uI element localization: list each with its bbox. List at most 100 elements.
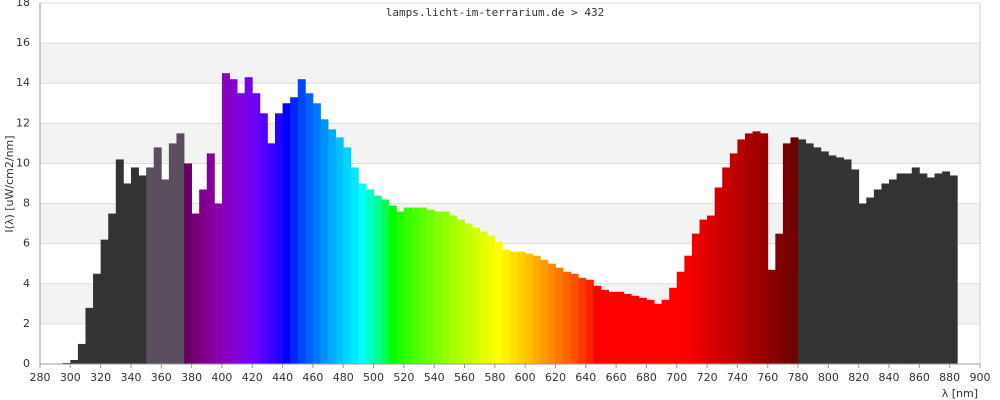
bar	[767, 269, 776, 364]
x-tick-label: 360	[151, 371, 172, 384]
y-tick-label: 2	[23, 317, 30, 330]
bar	[312, 103, 321, 365]
x-tick-label: 660	[606, 371, 627, 384]
bar	[790, 137, 799, 364]
bar	[919, 173, 928, 364]
bar	[85, 307, 94, 364]
y-tick-label: 10	[16, 156, 30, 169]
bar	[805, 143, 814, 364]
bar	[381, 199, 390, 364]
bar	[373, 195, 382, 364]
bar	[123, 183, 132, 364]
y-axis-label: I(λ) [uW/cm2/nm]	[3, 135, 16, 232]
bar	[108, 213, 117, 364]
x-tick-label: 480	[333, 371, 354, 384]
bar	[638, 297, 647, 364]
bar	[282, 103, 291, 365]
bar	[237, 93, 246, 364]
bar	[115, 159, 124, 364]
bar	[320, 119, 329, 364]
bar	[881, 183, 890, 364]
chart-title: lamps.licht-im-terrarium.de > 432	[386, 6, 605, 19]
bar	[510, 251, 518, 364]
x-tick-label: 700	[666, 371, 687, 384]
bar	[858, 203, 867, 364]
bar	[411, 207, 420, 364]
bar	[199, 189, 208, 364]
bar	[820, 151, 829, 364]
bar	[146, 167, 155, 364]
bar	[570, 273, 579, 364]
bar	[350, 167, 359, 364]
bar	[153, 147, 162, 364]
y-tick-label: 12	[16, 116, 30, 129]
bar	[904, 173, 913, 364]
bar	[555, 267, 564, 364]
bar	[540, 259, 549, 364]
x-tick-label: 740	[727, 371, 748, 384]
bar	[335, 137, 344, 364]
bar	[456, 219, 465, 364]
x-tick-label: 440	[272, 371, 293, 384]
bar	[449, 215, 458, 364]
y-tick-label: 14	[16, 76, 30, 89]
bar	[365, 189, 374, 364]
bar	[100, 239, 109, 364]
bar	[472, 227, 481, 364]
bar	[130, 167, 139, 364]
bar	[305, 93, 314, 364]
bar	[600, 289, 609, 364]
bar	[911, 167, 920, 364]
bar	[184, 163, 193, 364]
y-tick-label: 6	[23, 237, 30, 250]
grid-band	[40, 43, 980, 84]
bar	[623, 293, 632, 364]
bar	[934, 173, 943, 364]
bar	[388, 205, 397, 364]
bar	[343, 147, 352, 364]
bar	[62, 362, 71, 364]
bar	[775, 233, 784, 364]
bar	[813, 147, 822, 364]
bar	[608, 291, 617, 364]
x-tick-label: 840	[879, 371, 900, 384]
x-tick-label: 460	[302, 371, 323, 384]
bar	[896, 173, 905, 364]
bar	[70, 359, 79, 364]
x-tick-label: 860	[909, 371, 930, 384]
bar	[699, 219, 708, 364]
bar	[835, 157, 844, 364]
bar	[191, 213, 200, 364]
x-tick-label: 300	[60, 371, 81, 384]
bar	[426, 209, 435, 364]
bar	[593, 285, 602, 364]
bar	[843, 159, 852, 364]
x-tick-label: 640	[575, 371, 596, 384]
bar	[138, 175, 147, 364]
y-tick-label: 0	[23, 357, 30, 370]
x-tick-label: 320	[90, 371, 111, 384]
x-tick-label: 340	[120, 371, 141, 384]
bar	[926, 177, 935, 364]
bar	[176, 133, 185, 364]
bar	[714, 187, 723, 364]
x-tick-label: 420	[242, 371, 263, 384]
bar	[502, 249, 511, 364]
bar	[578, 277, 587, 364]
bar	[873, 189, 882, 364]
bar	[487, 235, 496, 364]
bar	[297, 79, 306, 364]
bar	[707, 215, 716, 364]
bar	[168, 143, 177, 364]
bar	[434, 211, 443, 364]
bar	[631, 295, 640, 364]
bar	[259, 113, 268, 364]
x-tick-label: 820	[848, 371, 869, 384]
bar	[585, 279, 594, 364]
y-tick-label: 18	[16, 0, 30, 9]
bar	[563, 271, 572, 364]
bar	[494, 241, 503, 364]
bar	[547, 263, 556, 364]
y-tick-label: 16	[16, 36, 30, 49]
